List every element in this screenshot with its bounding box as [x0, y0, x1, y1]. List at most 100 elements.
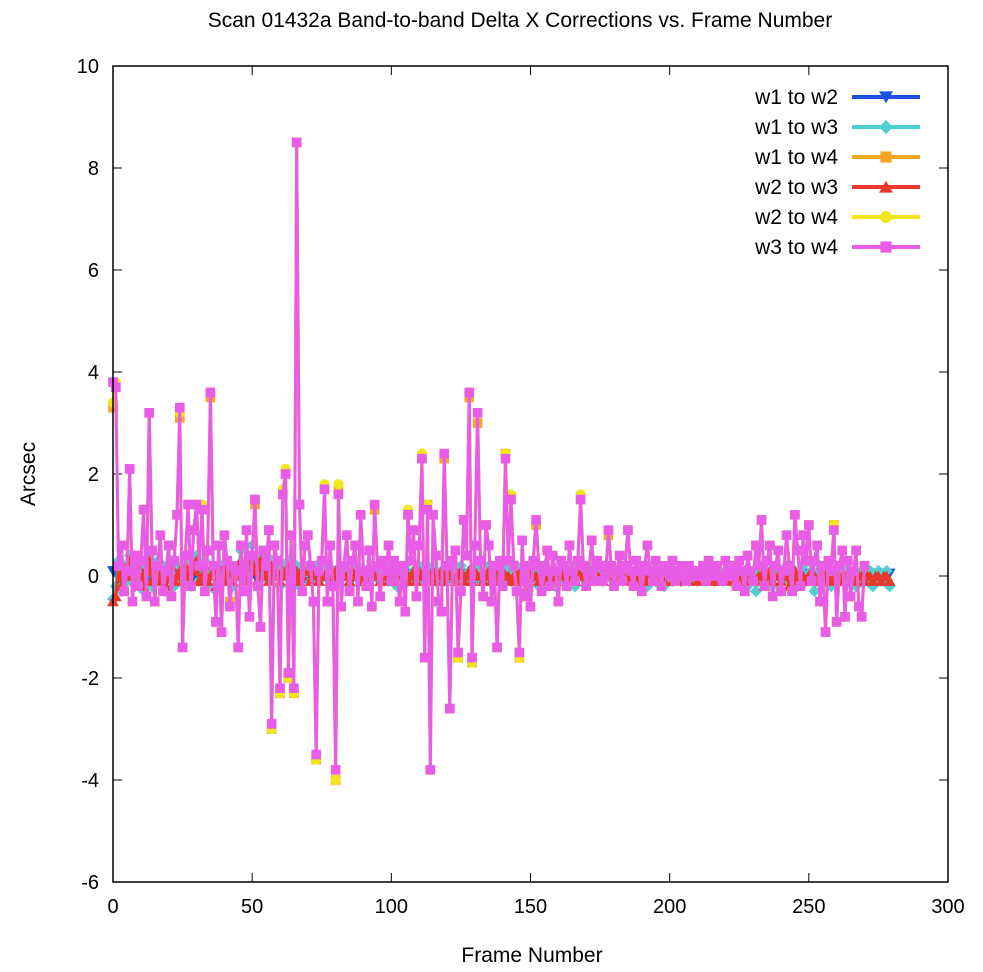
y-tick-label: -6 [81, 872, 99, 894]
data-point [678, 571, 689, 581]
data-point [453, 647, 463, 658]
x-tick-label: 100 [375, 896, 408, 918]
data-point [742, 550, 753, 561]
x-tick-label: 300 [931, 896, 964, 918]
legend-marker [879, 180, 893, 193]
data-point [770, 561, 781, 571]
y-tick-label: 2 [88, 464, 99, 486]
data-point [478, 591, 488, 602]
data-point [394, 596, 405, 607]
x-tick-label: 250 [792, 896, 825, 918]
data-point [584, 566, 594, 576]
data-point [464, 387, 475, 398]
data-point [208, 561, 218, 571]
data-point [439, 448, 450, 459]
data-point [703, 555, 714, 566]
data-point [667, 555, 678, 566]
data-point [883, 575, 896, 586]
data-point [361, 581, 372, 591]
series-w3-to-w4 [108, 137, 870, 775]
data-point [328, 581, 338, 591]
data-point [124, 464, 135, 474]
data-point [586, 535, 597, 546]
data-point [781, 530, 792, 540]
x-tick-label: 0 [107, 896, 118, 918]
x-tick-label: 50 [241, 896, 263, 918]
data-point [856, 612, 867, 622]
y-tick-label: -2 [81, 668, 99, 690]
chart-title: Scan 01432a Band-to-band Delta X Correct… [208, 9, 832, 32]
data-point [193, 575, 206, 586]
data-point [222, 555, 232, 566]
data-point [180, 550, 191, 561]
data-point [236, 540, 246, 551]
data-point [598, 576, 608, 586]
data-point [581, 581, 591, 591]
data-point [826, 566, 836, 576]
legend-label: w2 to w3 [754, 176, 838, 199]
data-point [517, 535, 527, 546]
data-point [751, 540, 761, 551]
data-point [684, 561, 694, 571]
y-axis-label: Arcsec [17, 442, 40, 506]
data-point [330, 774, 341, 786]
data-point [542, 545, 552, 556]
data-point [433, 596, 444, 607]
data-point [155, 530, 166, 540]
data-point [272, 555, 283, 566]
data-point [866, 575, 879, 586]
data-point [166, 591, 177, 602]
data-point [283, 668, 294, 678]
data-point [291, 137, 302, 148]
data-point [428, 510, 438, 520]
data-point [183, 499, 193, 510]
data-point [389, 555, 399, 566]
data-point [275, 683, 285, 693]
legend-label: w2 to w4 [754, 206, 838, 229]
data-point [347, 555, 358, 566]
data-point [325, 540, 335, 551]
data-point [570, 576, 580, 586]
data-point [531, 515, 541, 525]
data-point [787, 586, 797, 597]
data-point [623, 525, 633, 535]
data-point [495, 555, 505, 566]
data-point [197, 504, 207, 515]
data-point [776, 586, 786, 597]
data-point [737, 566, 747, 576]
series-line [111, 141, 866, 782]
data-point [147, 545, 157, 556]
data-point [353, 596, 363, 607]
data-point [158, 586, 168, 597]
data-point [592, 555, 603, 566]
series-layer [107, 137, 896, 786]
data-point [417, 453, 427, 464]
data-point [316, 555, 327, 566]
data-point [322, 596, 333, 607]
data-point [843, 555, 853, 566]
data-point [414, 540, 424, 551]
x-tick-label: 150 [514, 896, 547, 918]
data-point [289, 683, 299, 693]
data-point [806, 576, 817, 586]
data-point [122, 566, 132, 576]
data-point [687, 566, 697, 576]
data-point [458, 515, 469, 525]
data-point [817, 561, 828, 571]
data-point [506, 494, 516, 505]
data-point [422, 504, 433, 515]
data-point [539, 566, 550, 576]
data-point [617, 576, 628, 586]
data-point [698, 561, 708, 571]
legend-marker [880, 151, 892, 163]
data-point [330, 765, 341, 775]
data-point [403, 510, 413, 520]
data-point [609, 581, 619, 591]
data-point [840, 612, 850, 622]
data-point [848, 566, 859, 576]
x-tick-label: 200 [653, 896, 686, 918]
data-point [829, 525, 839, 535]
data-point [378, 555, 388, 566]
data-point [556, 555, 566, 566]
data-point [767, 591, 778, 602]
